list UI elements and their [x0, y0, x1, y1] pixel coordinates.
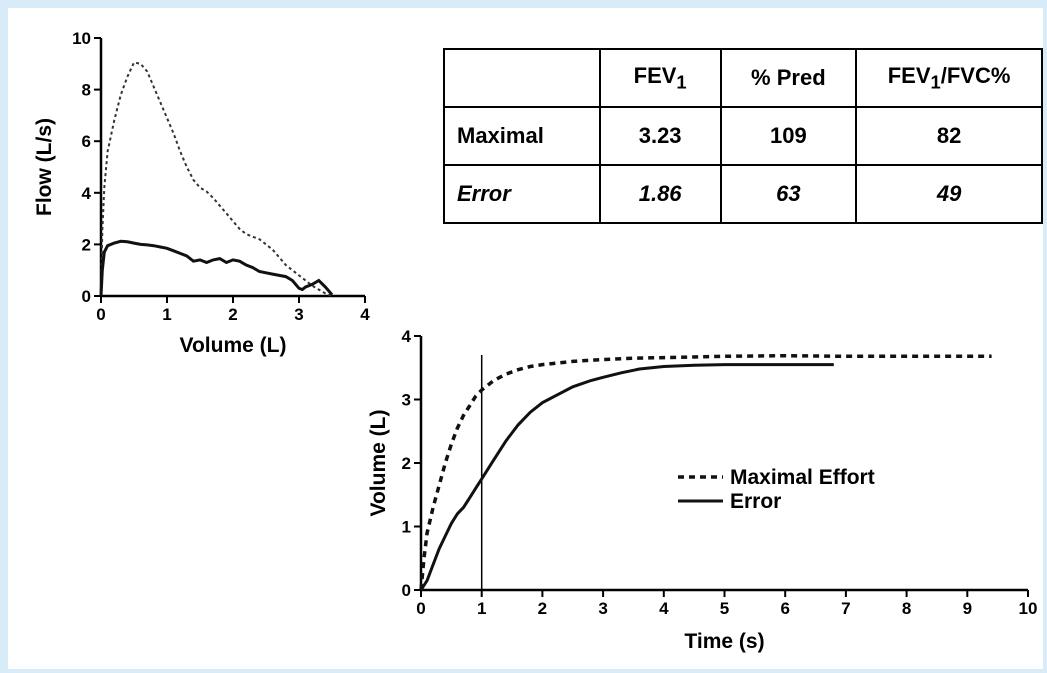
x-tick-label: 3 — [598, 599, 607, 618]
legend-label: Maximal Effort — [730, 466, 875, 489]
row-label: Error — [443, 164, 601, 224]
dashed-series-line — [100, 61, 333, 297]
header-pred: % Pred — [719, 48, 858, 108]
table-row-error: Error 1.86 63 49 — [443, 164, 1043, 224]
y-axis-label: Flow (L/s) — [33, 118, 56, 216]
y-tick-label: 3 — [402, 391, 411, 410]
solid-series-line — [99, 239, 334, 297]
y-axis-label: Volume (L) — [367, 410, 390, 517]
header-ratio: FEV1/FVC% — [855, 48, 1043, 108]
x-axis-label: Volume (L) — [180, 334, 287, 357]
solid-series-line — [419, 363, 834, 591]
row-label: Maximal — [443, 106, 601, 166]
x-tick-label: 1 — [477, 599, 486, 618]
x-tick-label: 4 — [360, 305, 370, 324]
header-fev1: FEV1 — [598, 48, 722, 108]
x-tick-label: 4 — [659, 599, 669, 618]
x-tick-label: 7 — [841, 599, 850, 618]
header-empty — [443, 48, 601, 108]
y-tick-label: 0 — [402, 581, 411, 600]
x-tick-label: 8 — [902, 599, 911, 618]
cell-fev1: 1.86 — [598, 164, 722, 224]
x-tick-label: 3 — [294, 305, 303, 324]
dashed-series-line — [419, 353, 992, 591]
y-tick-label: 2 — [402, 454, 411, 473]
x-tick-label: 0 — [416, 599, 425, 618]
flow-volume-chart: 0 1 2 3 4 0 2 4 6 8 10 Volume (L) Flow (L/s) — [33, 29, 370, 357]
cell-fev1: 3.23 — [598, 106, 722, 166]
y-tick-label: 6 — [82, 132, 91, 151]
x-tick-label: 9 — [963, 599, 972, 618]
y-tick-label: 4 — [82, 184, 92, 203]
y-tick-label: 8 — [82, 81, 91, 100]
figure-panel: 0 1 2 3 4 0 2 4 6 8 10 Volume (L) Flow (L/s) FEV1 % … — [8, 8, 1043, 669]
x-axis-label: Time (s) — [684, 630, 764, 653]
cell-ratio: 49 — [855, 164, 1043, 224]
y-tick-label: 1 — [402, 518, 411, 537]
x-tick-label: 2 — [538, 599, 547, 618]
y-tick-label: 2 — [82, 235, 91, 254]
legend-label: Error — [730, 490, 781, 513]
y-tick-label: 0 — [82, 287, 91, 306]
results-table: FEV1 % Pred FEV1/FVC% Maximal 3.23 109 8… — [443, 48, 1043, 224]
x-tick-label: 10 — [1019, 599, 1038, 618]
x-tick-label: 2 — [228, 305, 237, 324]
cell-pred: 63 — [719, 164, 858, 224]
x-tick-label: 5 — [720, 599, 729, 618]
x-tick-label: 6 — [780, 599, 789, 618]
table-header-row: FEV1 % Pred FEV1/FVC% — [443, 48, 1043, 108]
x-tick-label: 0 — [96, 305, 105, 324]
x-tick-label: 1 — [162, 305, 171, 324]
cell-ratio: 82 — [855, 106, 1043, 166]
y-tick-label: 10 — [72, 29, 91, 48]
cell-pred: 109 — [719, 106, 858, 166]
table-row-maximal: Maximal 3.23 109 82 — [443, 106, 1043, 166]
